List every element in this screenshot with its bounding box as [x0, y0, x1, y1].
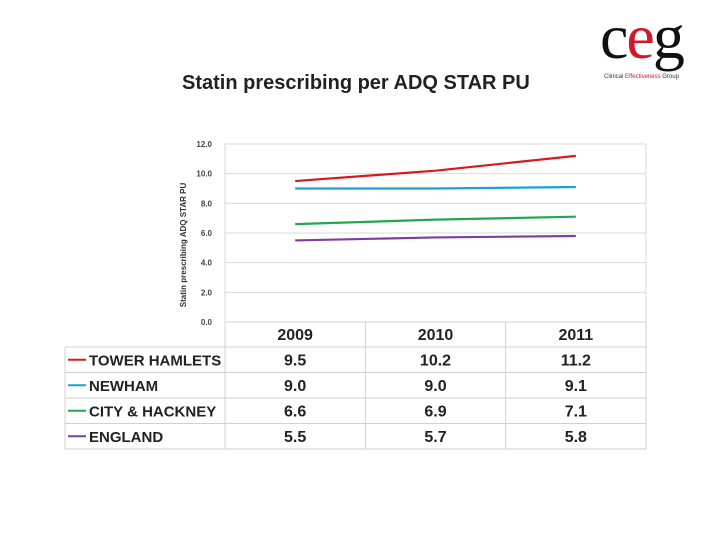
data-value-label: 7.1 — [565, 403, 587, 420]
logo-letter-g: g — [652, 1, 685, 72]
logo-sub-effectiveness: Effectiveness — [625, 74, 661, 80]
x-category-label: 2009 — [277, 327, 313, 344]
y-tick-label: 8.0 — [201, 199, 213, 208]
x-category-label: 2011 — [558, 327, 593, 344]
legend-label: NEWHAM — [89, 378, 158, 395]
logo-sub-group: Group — [660, 74, 679, 80]
legend-label: TOWER HAMLETS — [89, 352, 221, 369]
x-category-label: 2010 — [418, 327, 454, 344]
y-tick-label: 12.0 — [196, 140, 212, 149]
data-value-label: 9.5 — [284, 352, 306, 369]
page-title: Statin prescribing per ADQ STAR PU — [182, 72, 530, 94]
y-tick-label: 4.0 — [201, 259, 213, 268]
y-tick-label: 0.0 — [201, 318, 213, 327]
y-tick-label: 10.0 — [196, 170, 212, 179]
legend-label: ENGLAND — [89, 429, 163, 446]
data-value-label: 9.0 — [284, 378, 306, 395]
data-value-label: 10.2 — [420, 352, 451, 369]
data-value-label: 11.2 — [561, 352, 591, 369]
logo-sub-clinical: Clinical — [604, 74, 626, 80]
logo-letter-e: e — [626, 1, 654, 72]
legend-label: CITY & HACKNEY — [89, 403, 216, 420]
data-value-label: 5.8 — [565, 429, 587, 446]
y-tick-label: 2.0 — [201, 288, 213, 297]
y-axis-title: Statin prescribing ADQ STAR PU — [179, 183, 188, 308]
y-tick-label: 6.0 — [201, 229, 213, 238]
data-value-label: 5.7 — [424, 429, 446, 446]
ceg-logo: ceg Clinical Effectiveness Group — [600, 5, 712, 84]
series-line-1 — [295, 154, 576, 183]
data-value-label: 6.9 — [424, 403, 446, 420]
data-value-label: 5.5 — [284, 429, 306, 446]
logo-subtitle: Clinical Effectiveness Group — [604, 74, 679, 80]
data-value-label: 9.0 — [424, 378, 446, 395]
logo-letter-c: c — [600, 1, 628, 72]
series-line-3 — [295, 215, 576, 226]
data-value-label: 6.6 — [284, 403, 306, 420]
data-value-label: 9.1 — [565, 378, 587, 395]
series-line-4 — [295, 234, 576, 242]
logo-wordmark: ceg — [600, 5, 685, 69]
series-line-2 — [295, 185, 576, 190]
